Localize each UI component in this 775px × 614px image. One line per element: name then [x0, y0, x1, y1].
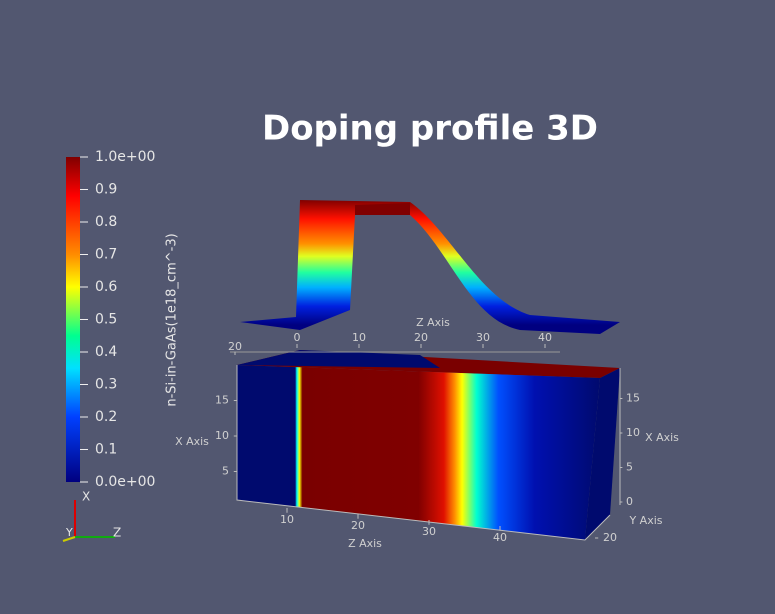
- z-tick-label: 20: [414, 331, 428, 344]
- z-tick-label: 40: [493, 531, 507, 544]
- x-tick-label: 5: [626, 461, 633, 474]
- colorbar-tick-label: 0.1: [95, 442, 117, 458]
- surface-top: [355, 203, 410, 215]
- colorbar-tick-label: 0.4: [95, 344, 117, 360]
- box-axis-line: [236, 365, 611, 541]
- axis-title: X Axis: [645, 431, 679, 444]
- colorbar-tick-label: 0.6: [95, 279, 117, 295]
- colorbar-tick-label: 0.0e+00: [95, 474, 155, 490]
- colorbar-tick-label: 0.3: [95, 377, 117, 393]
- colorbar-tick-label: 0.8: [95, 214, 117, 230]
- z-tick-label: 10: [280, 513, 294, 526]
- colorbar-tick-label: 0.5: [95, 312, 117, 328]
- axis-title: Y Axis: [628, 514, 662, 527]
- axis-title: X Axis: [175, 435, 209, 448]
- surface: [240, 200, 620, 334]
- colorbar-tick-label: 0.2: [95, 409, 117, 425]
- colorbar: [66, 157, 80, 482]
- y-tick-label: 20: [603, 531, 617, 544]
- y-tick-label: 20: [228, 340, 242, 353]
- x-tick-label: 10: [626, 426, 640, 439]
- colorbar-tick-label: 0.9: [95, 182, 117, 198]
- x-tick-label: 15: [215, 394, 229, 407]
- title: Doping profile 3D: [262, 109, 598, 149]
- orient-y-label: Y: [65, 526, 73, 539]
- x-tick-label: 15: [626, 392, 640, 405]
- box-right: [585, 368, 620, 540]
- colorbar-tick-label: 1.0e+00: [95, 149, 155, 165]
- box-front: [237, 365, 600, 540]
- z-tick-label: 20: [351, 519, 365, 532]
- axis-title: Z Axis: [348, 537, 382, 550]
- colorbar-tick-label: 0.7: [95, 247, 117, 263]
- z-tick-label: 40: [538, 331, 552, 344]
- x-tick-label: 5: [222, 465, 229, 478]
- axis-title: Z Axis: [416, 316, 450, 329]
- colorbar-title: n-Si-in-GaAs(1e18_cm^-3): [165, 233, 180, 406]
- z-tick-label: 10: [352, 331, 366, 344]
- orient-z-label: Z: [113, 526, 121, 540]
- orient-x-label: X: [82, 490, 90, 504]
- orient-y: [62, 536, 76, 542]
- z-tick-label: 30: [476, 331, 490, 344]
- z-tick-label: 30: [422, 525, 436, 538]
- x-tick-label: 10: [215, 429, 229, 442]
- box-top-left: [237, 350, 440, 368]
- z-tick-label: 0: [294, 331, 301, 344]
- x-tick-label: 0: [626, 495, 633, 508]
